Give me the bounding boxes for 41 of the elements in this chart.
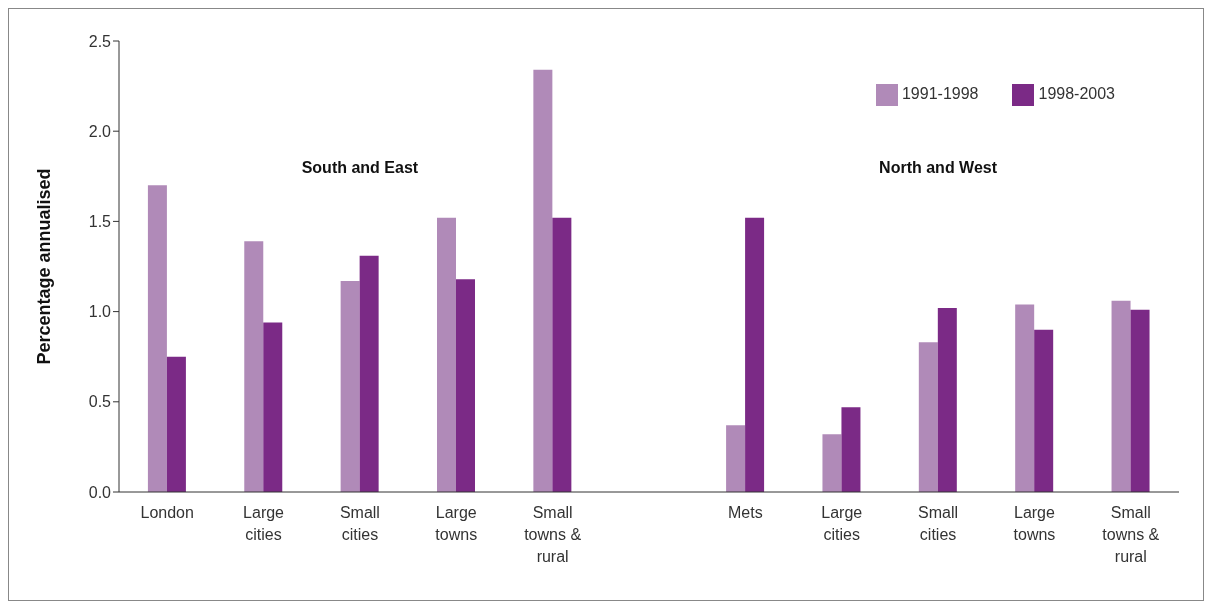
bar xyxy=(1034,329,1054,492)
x-tick-label: Small cities xyxy=(339,504,380,543)
x-tick-label: Large cities xyxy=(243,504,285,543)
annotation: North and West xyxy=(879,158,998,176)
bar xyxy=(340,280,360,492)
y-tick-label: 0.0 xyxy=(88,483,112,501)
bar xyxy=(918,342,938,492)
bar xyxy=(937,307,957,492)
bar xyxy=(244,241,264,492)
y-tick-label: 2.5 xyxy=(88,32,112,50)
bar xyxy=(147,185,167,492)
bar xyxy=(726,425,746,492)
x-tick-label: Large towns xyxy=(1013,504,1056,543)
y-tick-label: 1.5 xyxy=(88,213,112,231)
bar xyxy=(745,217,765,492)
legend-label: 1991-1998 xyxy=(901,85,979,103)
x-tick-label: Small towns & rural xyxy=(1102,504,1160,565)
y-tick-label: 0.5 xyxy=(88,393,112,411)
bar xyxy=(533,69,553,492)
x-tick-label: London xyxy=(140,504,194,521)
bar xyxy=(359,255,379,492)
x-tick-label: Large towns xyxy=(435,504,478,543)
bar xyxy=(166,356,186,492)
x-tick-label: Large cities xyxy=(821,504,863,543)
bar xyxy=(841,407,861,492)
legend-label: 1998-2003 xyxy=(1038,85,1115,103)
bar xyxy=(1130,309,1150,492)
bar xyxy=(263,322,283,492)
x-tick-label: Mets xyxy=(728,504,763,521)
bar xyxy=(552,217,572,492)
bar xyxy=(456,279,475,492)
y-tick-label: 2.0 xyxy=(88,122,112,140)
x-tick-label: Small towns & rural xyxy=(524,504,582,565)
bar xyxy=(1111,300,1131,492)
bar xyxy=(822,434,842,492)
annotation: South and East xyxy=(301,158,419,176)
y-tick-label: 1.0 xyxy=(88,303,112,321)
bar xyxy=(437,217,456,492)
y-axis-title: Percentage annualised xyxy=(34,168,55,365)
x-tick-label: Small cities xyxy=(918,504,959,543)
bar xyxy=(1015,304,1035,492)
